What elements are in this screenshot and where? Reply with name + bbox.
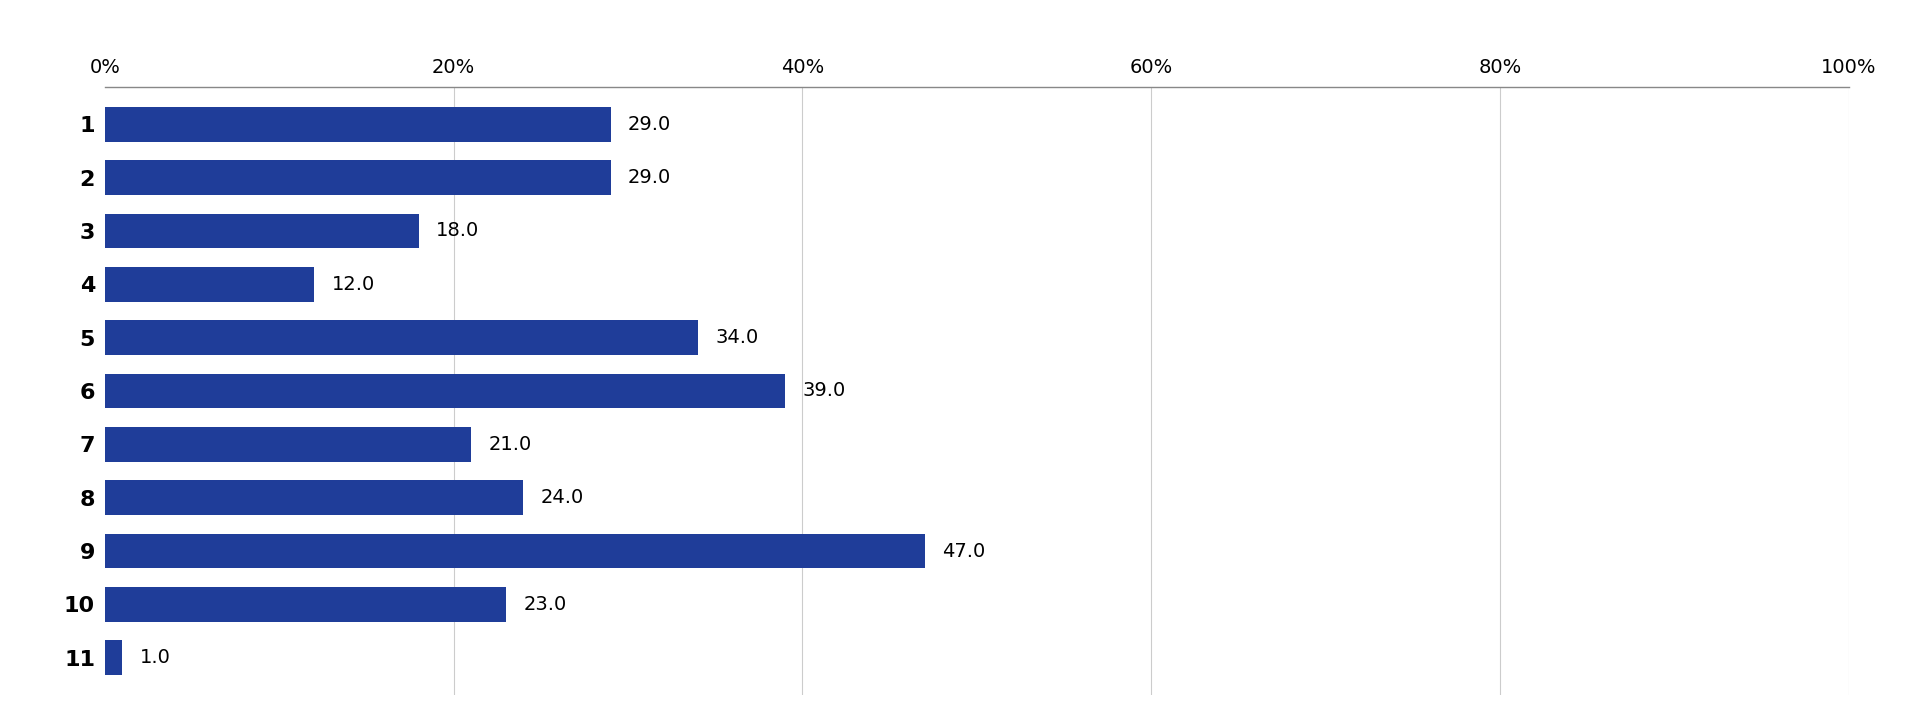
Bar xyxy=(105,107,610,142)
Bar xyxy=(105,534,924,568)
Bar xyxy=(105,427,471,462)
Bar xyxy=(105,640,122,675)
Text: 39.0: 39.0 xyxy=(802,382,846,400)
Bar xyxy=(105,320,697,355)
Text: 23.0: 23.0 xyxy=(524,595,566,614)
Bar xyxy=(105,480,524,515)
Text: 24.0: 24.0 xyxy=(541,488,583,507)
Text: 12.0: 12.0 xyxy=(331,275,375,294)
Text: 29.0: 29.0 xyxy=(627,168,671,187)
Text: 18.0: 18.0 xyxy=(436,222,480,240)
Bar xyxy=(105,267,314,302)
Bar xyxy=(105,374,785,408)
Text: 34.0: 34.0 xyxy=(714,328,758,347)
Text: 1.0: 1.0 xyxy=(139,648,170,668)
Text: 47.0: 47.0 xyxy=(941,542,985,560)
Text: 29.0: 29.0 xyxy=(627,114,671,134)
Bar xyxy=(105,160,610,195)
Bar xyxy=(105,214,419,248)
Bar xyxy=(105,587,505,622)
Text: 21.0: 21.0 xyxy=(488,435,531,454)
